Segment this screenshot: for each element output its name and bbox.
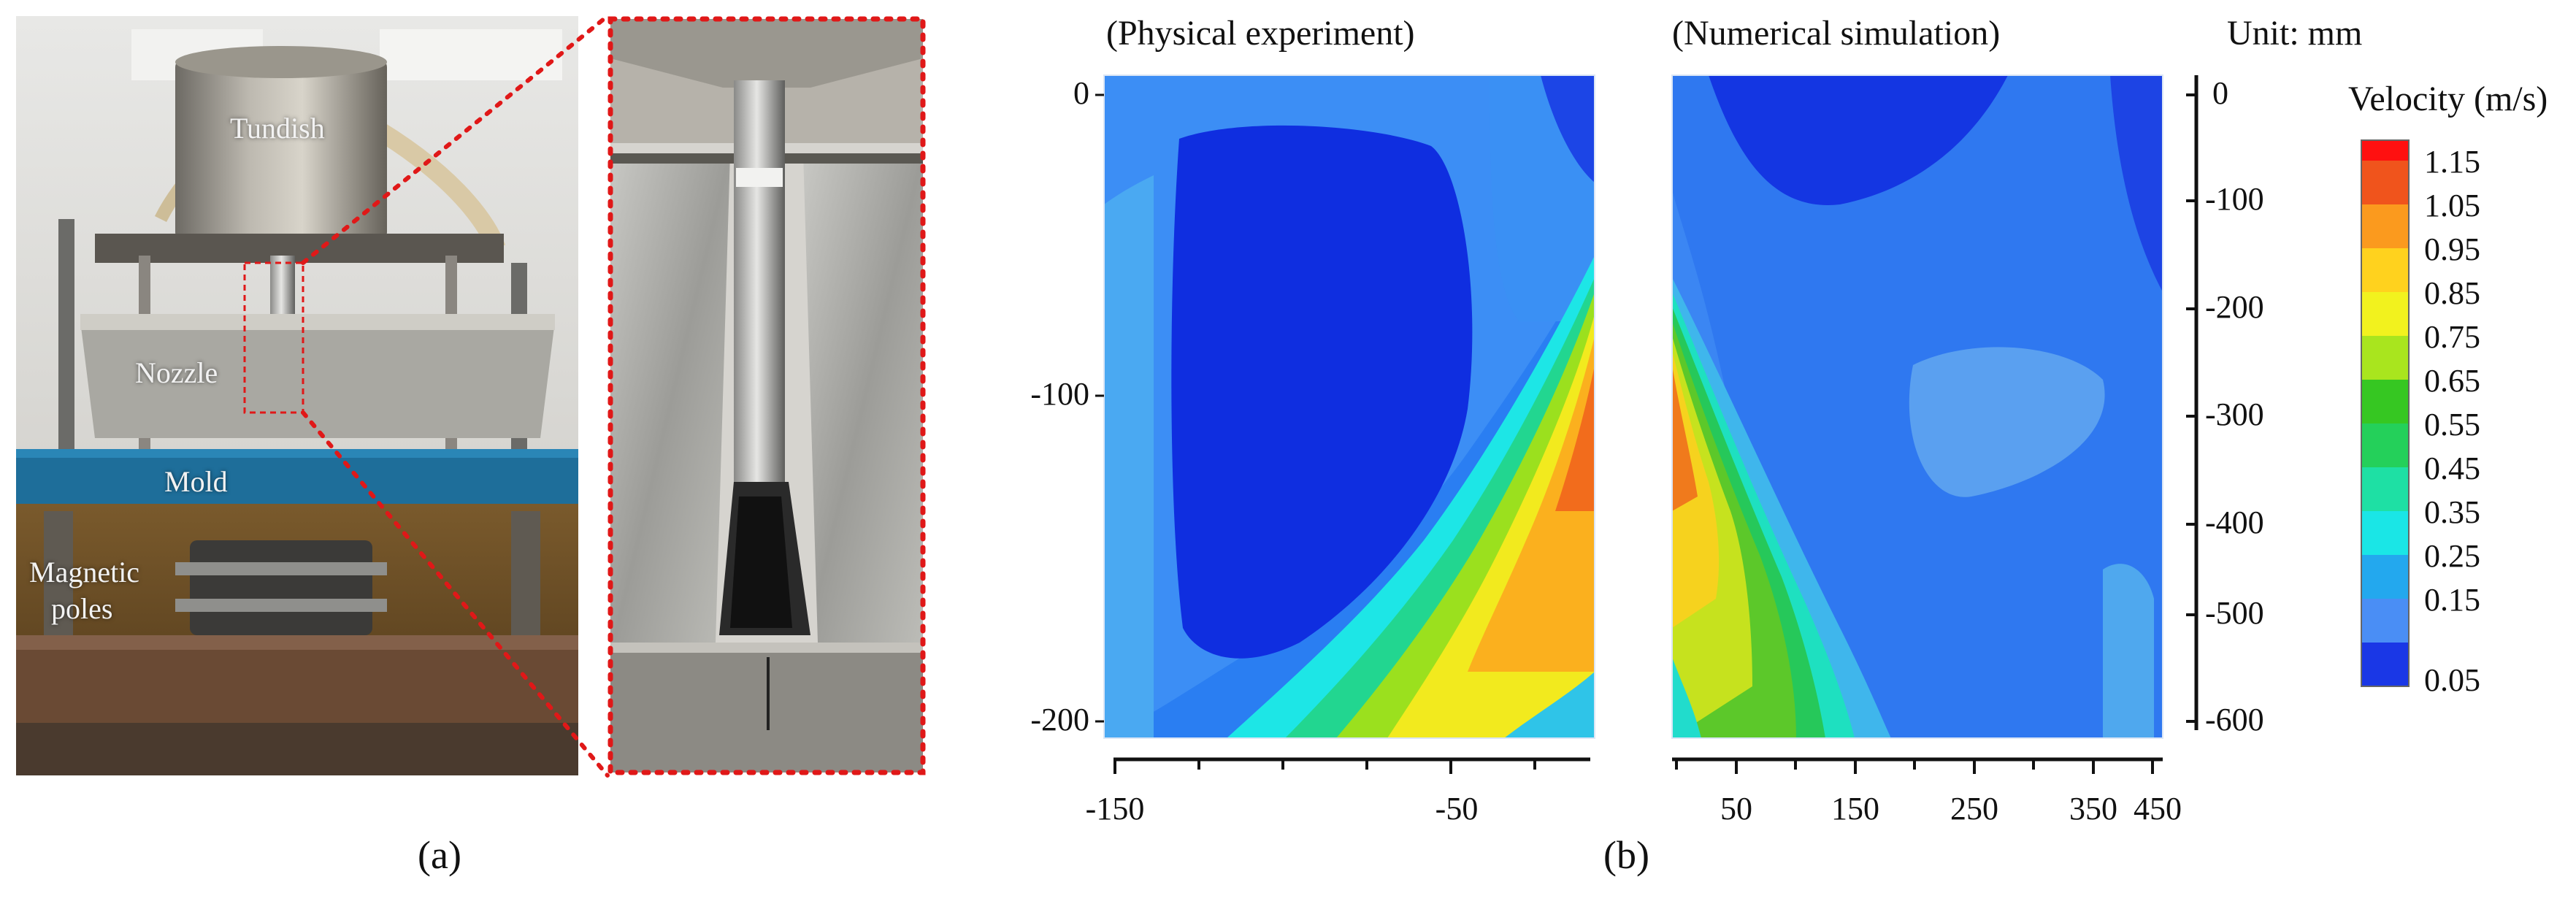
exp-x-tick: -50	[1435, 791, 1479, 827]
simulation-frame	[1671, 74, 2163, 739]
sim-x-tick: 350	[2069, 791, 2117, 827]
simulation-title: (Numerical simulation)	[1672, 14, 2001, 53]
velocity-colorbar	[2361, 139, 2410, 687]
legend-label: 0.75	[2424, 319, 2480, 355]
sim-x-tick: 450	[2134, 791, 2182, 827]
sim-x-tick: 150	[1831, 791, 1879, 827]
sim-y-tick: -300	[2205, 396, 2264, 432]
legend-title: Velocity (m/s)	[2348, 80, 2548, 118]
sim-y-tick: -400	[2205, 505, 2264, 540]
unit-label: Unit: mm	[2227, 14, 2363, 53]
label-poles: poles	[51, 592, 113, 625]
exp-y-tick: -200	[1030, 702, 1089, 737]
sim-y-tick: -500	[2205, 595, 2264, 631]
sim-y-tick: 0	[2212, 75, 2228, 111]
photo-nozzle-closeup	[607, 16, 926, 775]
legend-label: 0.35	[2424, 494, 2480, 530]
legend-label: 0.05	[2424, 662, 2480, 698]
sim-y-tick: -100	[2205, 181, 2264, 217]
exp-y-tick: 0	[1073, 75, 1089, 111]
exp-x-tick: -150	[1085, 791, 1145, 827]
zoom-line-bottom	[301, 410, 610, 778]
label-mold: Mold	[164, 465, 228, 498]
simulation-contour	[1672, 75, 2163, 738]
experiment-y-axis	[1095, 93, 1104, 723]
legend-label: 1.15	[2424, 144, 2480, 180]
sim-y-tick: -200	[2205, 289, 2264, 325]
label-nozzle: Nozzle	[135, 356, 218, 389]
legend-label: 0.15	[2424, 582, 2480, 618]
sim-y-tick: -600	[2205, 702, 2264, 737]
label-tundish: Tundish	[230, 112, 325, 145]
legend-label: 1.05	[2424, 188, 2480, 223]
photo-experimental-setup	[16, 16, 578, 775]
caption-a: (a)	[418, 833, 461, 877]
sim-x-tick: 50	[1720, 791, 1752, 827]
experiment-contour	[1104, 75, 1595, 738]
simulation-y-axis	[2186, 75, 2199, 730]
experiment-frame	[1103, 74, 1595, 739]
experiment-title: (Physical experiment)	[1106, 14, 1415, 53]
legend-label: 0.45	[2424, 451, 2480, 486]
label-magnetic: Magnetic	[29, 556, 140, 588]
legend-label: 0.85	[2424, 275, 2480, 311]
sim-x-tick: 250	[1950, 791, 1998, 827]
legend-label: 0.55	[2424, 407, 2480, 442]
exp-y-tick: -100	[1030, 376, 1089, 412]
experiment-x-axis	[1113, 757, 1590, 774]
legend-label: 0.65	[2424, 363, 2480, 399]
zoom-line-top	[301, 14, 610, 265]
caption-b: (b)	[1603, 833, 1649, 877]
legend-label: 0.95	[2424, 231, 2480, 267]
legend-label: 0.25	[2424, 538, 2480, 574]
simulation-x-axis	[1672, 757, 2163, 774]
